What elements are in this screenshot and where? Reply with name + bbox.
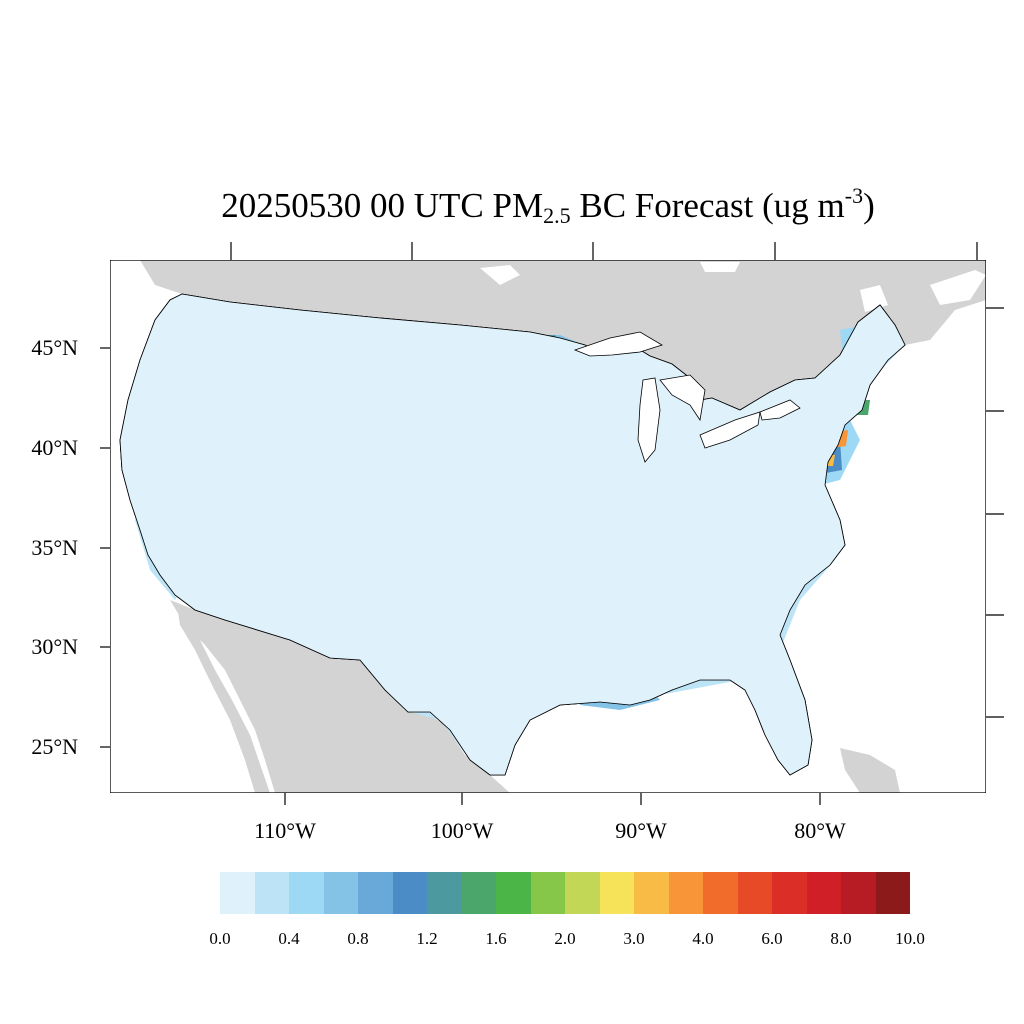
colorbar [220, 872, 910, 914]
colorbar-swatch-7 [461, 872, 496, 914]
colorbar-swatch-16 [772, 872, 807, 914]
colorbar-swatch-11 [599, 872, 634, 914]
lon-label-80w: 80°W [794, 818, 846, 843]
lat-label-45: 45°N [31, 335, 78, 360]
colorbar-label-0: 0.0 [209, 929, 231, 948]
colorbar-swatch-19 [875, 872, 910, 914]
colorbar-swatch-5 [392, 872, 427, 914]
axis-ticks [100, 242, 1004, 805]
colorbar-label-10: 10.0 [895, 929, 925, 948]
lat-label-35: 35°N [31, 535, 78, 560]
colorbar-swatch-6 [427, 872, 462, 914]
colorbar-label-3: 1.2 [416, 929, 438, 948]
lon-label-100w: 100°W [430, 818, 494, 843]
colorbar-swatch-17 [806, 872, 841, 914]
colorbar-swatch-0 [220, 872, 255, 914]
colorbar-label-2: 0.8 [347, 929, 369, 948]
colorbar-swatch-15 [737, 872, 772, 914]
colorbar-label-9: 8.0 [830, 929, 852, 948]
lat-label-40: 40°N [31, 435, 78, 460]
colorbar-label-1: 0.4 [278, 929, 300, 948]
colorbar-swatch-13 [668, 872, 703, 914]
lat-label-30: 30°N [31, 634, 78, 659]
mexico-land [170, 600, 510, 793]
colorbar-label-5: 2.0 [554, 929, 576, 948]
colorbar-label-4: 1.6 [485, 929, 507, 948]
great-lakes [573, 331, 801, 463]
colorbar-swatch-9 [530, 872, 565, 914]
colorbar-swatch-4 [358, 872, 393, 914]
colorbar-swatch-8 [496, 872, 531, 914]
map-title: 20250530 00 UTC PM2.5 BC Forecast (ug m-… [221, 183, 875, 228]
cuba-land [840, 748, 900, 793]
colorbar-swatch-1 [254, 872, 289, 914]
colorbar-swatch-12 [634, 872, 669, 914]
colorbar-label-7: 4.0 [692, 929, 714, 948]
colorbar-swatch-10 [565, 872, 600, 914]
colorbar-swatch-18 [841, 872, 876, 914]
colorbar-label-6: 3.0 [623, 929, 645, 948]
map-frame-content [110, 260, 986, 793]
lon-label-90w: 90°W [615, 818, 667, 843]
baja-peninsula [178, 612, 270, 793]
colorbar-swatch-14 [703, 872, 738, 914]
colorbar-swatch-3 [323, 872, 358, 914]
colorbar-label-8: 6.0 [761, 929, 783, 948]
colorbar-swatch-2 [289, 872, 324, 914]
lat-label-25: 25°N [31, 734, 78, 759]
lon-label-110w: 110°W [254, 818, 316, 843]
